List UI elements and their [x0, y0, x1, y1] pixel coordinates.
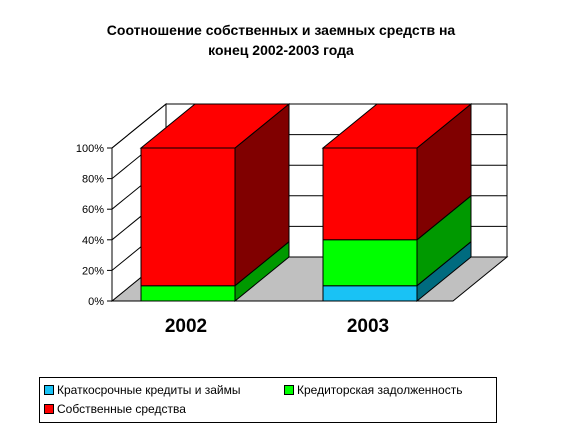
x-category-label: 2002 [165, 316, 207, 337]
bar-front [322, 239, 418, 287]
legend-swatch [44, 385, 54, 395]
y-tick-label: 20% [82, 265, 104, 277]
bar-top [321, 103, 473, 149]
bar-segment [321, 102, 473, 241]
legend-item-accounts-payable: Кредиторская задолженность [284, 383, 462, 397]
bar-top [139, 103, 291, 149]
y-tick-label: 0% [88, 296, 104, 308]
legend-label: Собственные средства [57, 402, 186, 416]
chart-bars [139, 102, 473, 303]
legend-swatch [284, 385, 294, 395]
legend-item-own-funds: Собственные средства [44, 402, 186, 416]
bar-front [140, 285, 236, 302]
x-axis-categories: 2002 2003 [165, 316, 389, 337]
legend-swatch [44, 404, 54, 414]
chart-title: Соотношение собственных и заемных средст… [106, 22, 456, 58]
y-tick-label: 60% [82, 204, 104, 216]
legend-label: Краткосрочные кредиты и займы [57, 383, 241, 397]
y-tick-label: 80% [82, 174, 104, 186]
bar-segment [139, 102, 291, 287]
chart-legend: Краткосрочные кредиты и займы Кредиторск… [39, 377, 497, 423]
bar-front [322, 147, 418, 241]
y-axis-ticks: 0% 20% 40% 60% 80% 100% [76, 143, 112, 308]
legend-label: Кредиторская задолженность [297, 383, 463, 397]
bar-front [322, 285, 418, 302]
legend-item-short-term-loans: Краткосрочные кредиты и займы [44, 383, 241, 397]
x-category-label: 2003 [347, 316, 389, 337]
y-tick-label: 40% [82, 235, 104, 247]
bar-front [140, 147, 236, 287]
y-tick-label: 100% [76, 143, 104, 155]
